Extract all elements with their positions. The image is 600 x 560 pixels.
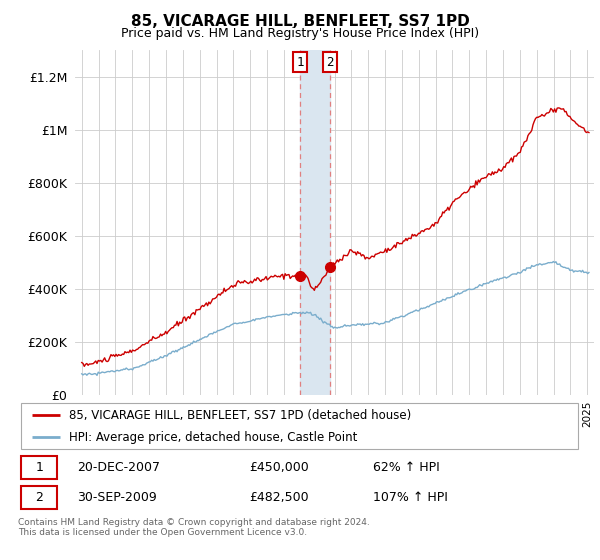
FancyBboxPatch shape (21, 455, 58, 479)
Text: Contains HM Land Registry data © Crown copyright and database right 2024.
This d: Contains HM Land Registry data © Crown c… (18, 518, 370, 538)
FancyBboxPatch shape (21, 486, 58, 509)
Text: 1: 1 (35, 460, 43, 474)
Text: 62% ↑ HPI: 62% ↑ HPI (373, 460, 440, 474)
Text: Price paid vs. HM Land Registry's House Price Index (HPI): Price paid vs. HM Land Registry's House … (121, 27, 479, 40)
Text: 85, VICARAGE HILL, BENFLEET, SS7 1PD: 85, VICARAGE HILL, BENFLEET, SS7 1PD (131, 14, 469, 29)
Text: £482,500: £482,500 (249, 491, 309, 504)
Text: 85, VICARAGE HILL, BENFLEET, SS7 1PD (detached house): 85, VICARAGE HILL, BENFLEET, SS7 1PD (de… (69, 409, 411, 422)
Text: HPI: Average price, detached house, Castle Point: HPI: Average price, detached house, Cast… (69, 431, 357, 444)
Text: 2: 2 (326, 55, 334, 68)
Text: 30-SEP-2009: 30-SEP-2009 (77, 491, 157, 504)
FancyBboxPatch shape (21, 404, 578, 449)
Text: 1: 1 (296, 55, 304, 68)
Text: 2: 2 (35, 491, 43, 504)
Text: 20-DEC-2007: 20-DEC-2007 (77, 460, 160, 474)
Text: £450,000: £450,000 (249, 460, 309, 474)
Bar (300, 50, 330, 395)
Text: 107% ↑ HPI: 107% ↑ HPI (373, 491, 448, 504)
